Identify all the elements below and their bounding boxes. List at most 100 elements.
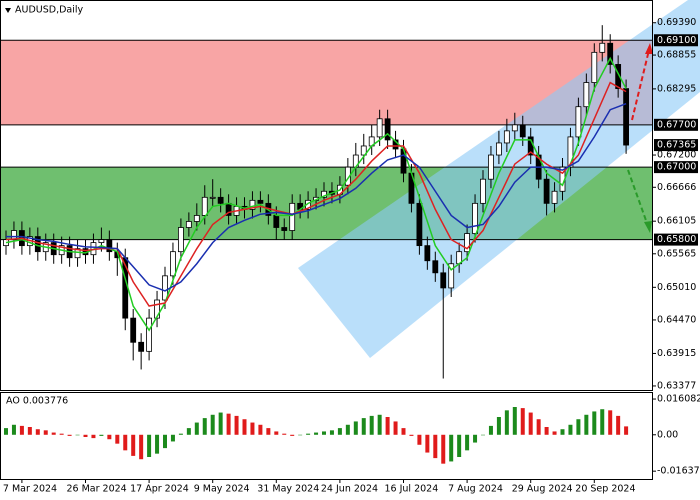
ao-bar [377,414,382,435]
candle-body [193,215,200,222]
candle-body [495,142,502,156]
chart-title: AUDUSD,Daily [15,5,84,16]
ao-bar [488,425,493,435]
candle-body [98,239,105,244]
ao-bar [139,434,144,460]
ao-tick-label: 0.00 [657,429,678,440]
ao-bar [353,421,358,435]
ao-bar [560,429,565,435]
ao-tick-label: 0.016082 [657,394,700,405]
ao-bar [608,410,613,435]
candle-body [201,196,208,216]
up-arrow-head [645,43,653,54]
ao-bar [83,434,88,437]
ao-bar [43,430,48,435]
ao-bar [457,434,462,457]
ao-bar [178,433,183,435]
x-tick-label: 7 Aug 2024 [448,484,503,495]
ao-bar [496,417,501,435]
x-tick-label: 17 Apr 2024 [130,484,189,495]
candle-body [448,263,455,289]
ao-bar [306,433,311,435]
ao-bar [433,434,438,459]
ao-bar [568,424,573,435]
x-tick-label: 31 May 2024 [257,484,319,495]
candle-body [146,317,153,352]
ao-bar [369,415,374,435]
ao-bar [624,426,629,435]
ao-bar [616,415,621,435]
ao-bar [59,433,64,435]
ao-bar [4,428,8,435]
ao-bar [131,434,136,456]
candle-body [472,202,478,234]
candle-body [440,272,447,289]
y-tick-label: 0.66666 [657,182,696,193]
ao-label: AO 0.003776 [6,396,68,407]
candle-body [575,106,582,138]
candle-body [185,221,192,228]
candle-body [464,233,471,253]
x-tick-label: 29 Aug 2024 [512,484,573,495]
ao-bar [218,412,223,435]
candle-body [281,227,288,231]
candle-body [583,82,590,108]
y-tick-label: 0.69390 [657,17,696,28]
candle-body [257,199,264,204]
x-tick-label: 7 Mar 2024 [3,484,57,495]
level-tag-label: 0.69100 [657,35,696,46]
ao-bar [202,418,207,435]
candle-body [623,88,629,146]
y-tick-label: 0.63377 [657,380,696,391]
ao-bar [67,434,72,436]
ao-bar [234,415,239,435]
ao-bar [99,434,104,436]
ao-bar [465,434,470,451]
ao-bar [19,425,24,435]
ao-bar [155,434,160,454]
y-tick-label: 0.65565 [657,248,696,259]
y-tick-label: 0.66105 [657,216,696,227]
ao-bar [576,419,581,435]
ao-bar [242,419,247,435]
candle-body [130,317,137,343]
ao-bar [51,432,56,435]
candle-body [177,227,184,253]
y-tick-label: 0.65010 [657,282,696,293]
candle-body [607,42,614,65]
ao-bar [552,431,557,435]
y-tick-label: 0.68855 [657,50,696,61]
ao-bar [361,418,366,435]
ao-bar [11,424,16,435]
ao-bar [274,431,279,435]
ao-bar [226,413,231,435]
ao-bar [250,422,255,435]
candle-body [503,130,510,144]
candle-body [416,202,423,247]
ao-bar [449,434,454,462]
ao-bar [163,434,167,449]
ao-bar [27,427,32,435]
ao-bar [170,434,175,442]
ao-bar [425,434,430,453]
main-frame [0,0,653,391]
ao-bar [115,434,120,444]
candle-body [249,199,256,210]
candle-body [519,124,526,138]
ao-bar [409,434,414,436]
level-tag-label: 0.67000 [657,162,696,173]
ao-bar [512,407,517,435]
ao-bar [314,432,319,435]
ao-bar [417,434,422,445]
ao-bar [91,434,96,439]
ao-bar [393,421,398,435]
candle-body [106,239,113,253]
up-arrow [631,49,650,121]
candle-body [138,341,145,352]
ao-bar [592,411,597,435]
candle-body [376,118,383,138]
ao-bar [520,408,525,435]
y-tick-label: 0.67200 [657,150,696,161]
x-tick-label: 16 Jul 2024 [385,484,439,495]
ao-bar [186,428,191,435]
